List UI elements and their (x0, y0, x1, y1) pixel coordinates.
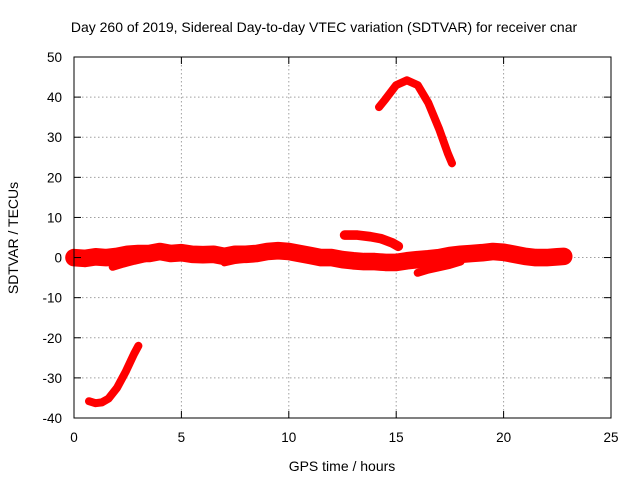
series-main-band (65, 241, 573, 272)
y-tick-labels: -40 -30 -20 -10 0 10 20 30 40 50 (42, 50, 62, 426)
x-tick-label: 20 (496, 430, 511, 445)
y-tick-label: 30 (47, 130, 62, 145)
series-arc-high (375, 76, 456, 168)
y-tick-label: 40 (47, 90, 62, 105)
x-tick-label: 10 (281, 430, 296, 445)
ticks (73, 56, 612, 419)
plot-frame (73, 56, 612, 419)
series-arc-low (85, 341, 143, 408)
y-tick-label: 0 (54, 251, 62, 266)
x-tick-label: 15 (389, 430, 404, 445)
x-tick-label: 0 (70, 430, 78, 445)
series-low-branch-late (413, 257, 465, 277)
x-tick-label: 25 (603, 430, 618, 445)
y-tick-label: 50 (47, 50, 62, 65)
x-tick-label: 5 (178, 430, 186, 445)
y-axis-label: SDTVAR / TECUs (5, 182, 21, 294)
series-low-branch-mid (220, 254, 250, 267)
y-tick-label: -20 (42, 331, 62, 346)
y-tick-label: 20 (47, 170, 62, 185)
series-arc-mid (339, 230, 404, 252)
series-low-branch-early (108, 254, 149, 271)
chart-title: Day 260 of 2019, Sidereal Day-to-day VTE… (71, 19, 578, 35)
data-series (65, 76, 573, 408)
x-axis-label: GPS time / hours (289, 458, 396, 474)
y-tick-label: -40 (42, 411, 62, 426)
y-tick-label: -30 (42, 371, 62, 386)
x-tick-labels: 0 5 10 15 20 25 (70, 430, 618, 445)
y-tick-label: 10 (47, 210, 62, 225)
y-tick-label: -10 (42, 291, 62, 306)
